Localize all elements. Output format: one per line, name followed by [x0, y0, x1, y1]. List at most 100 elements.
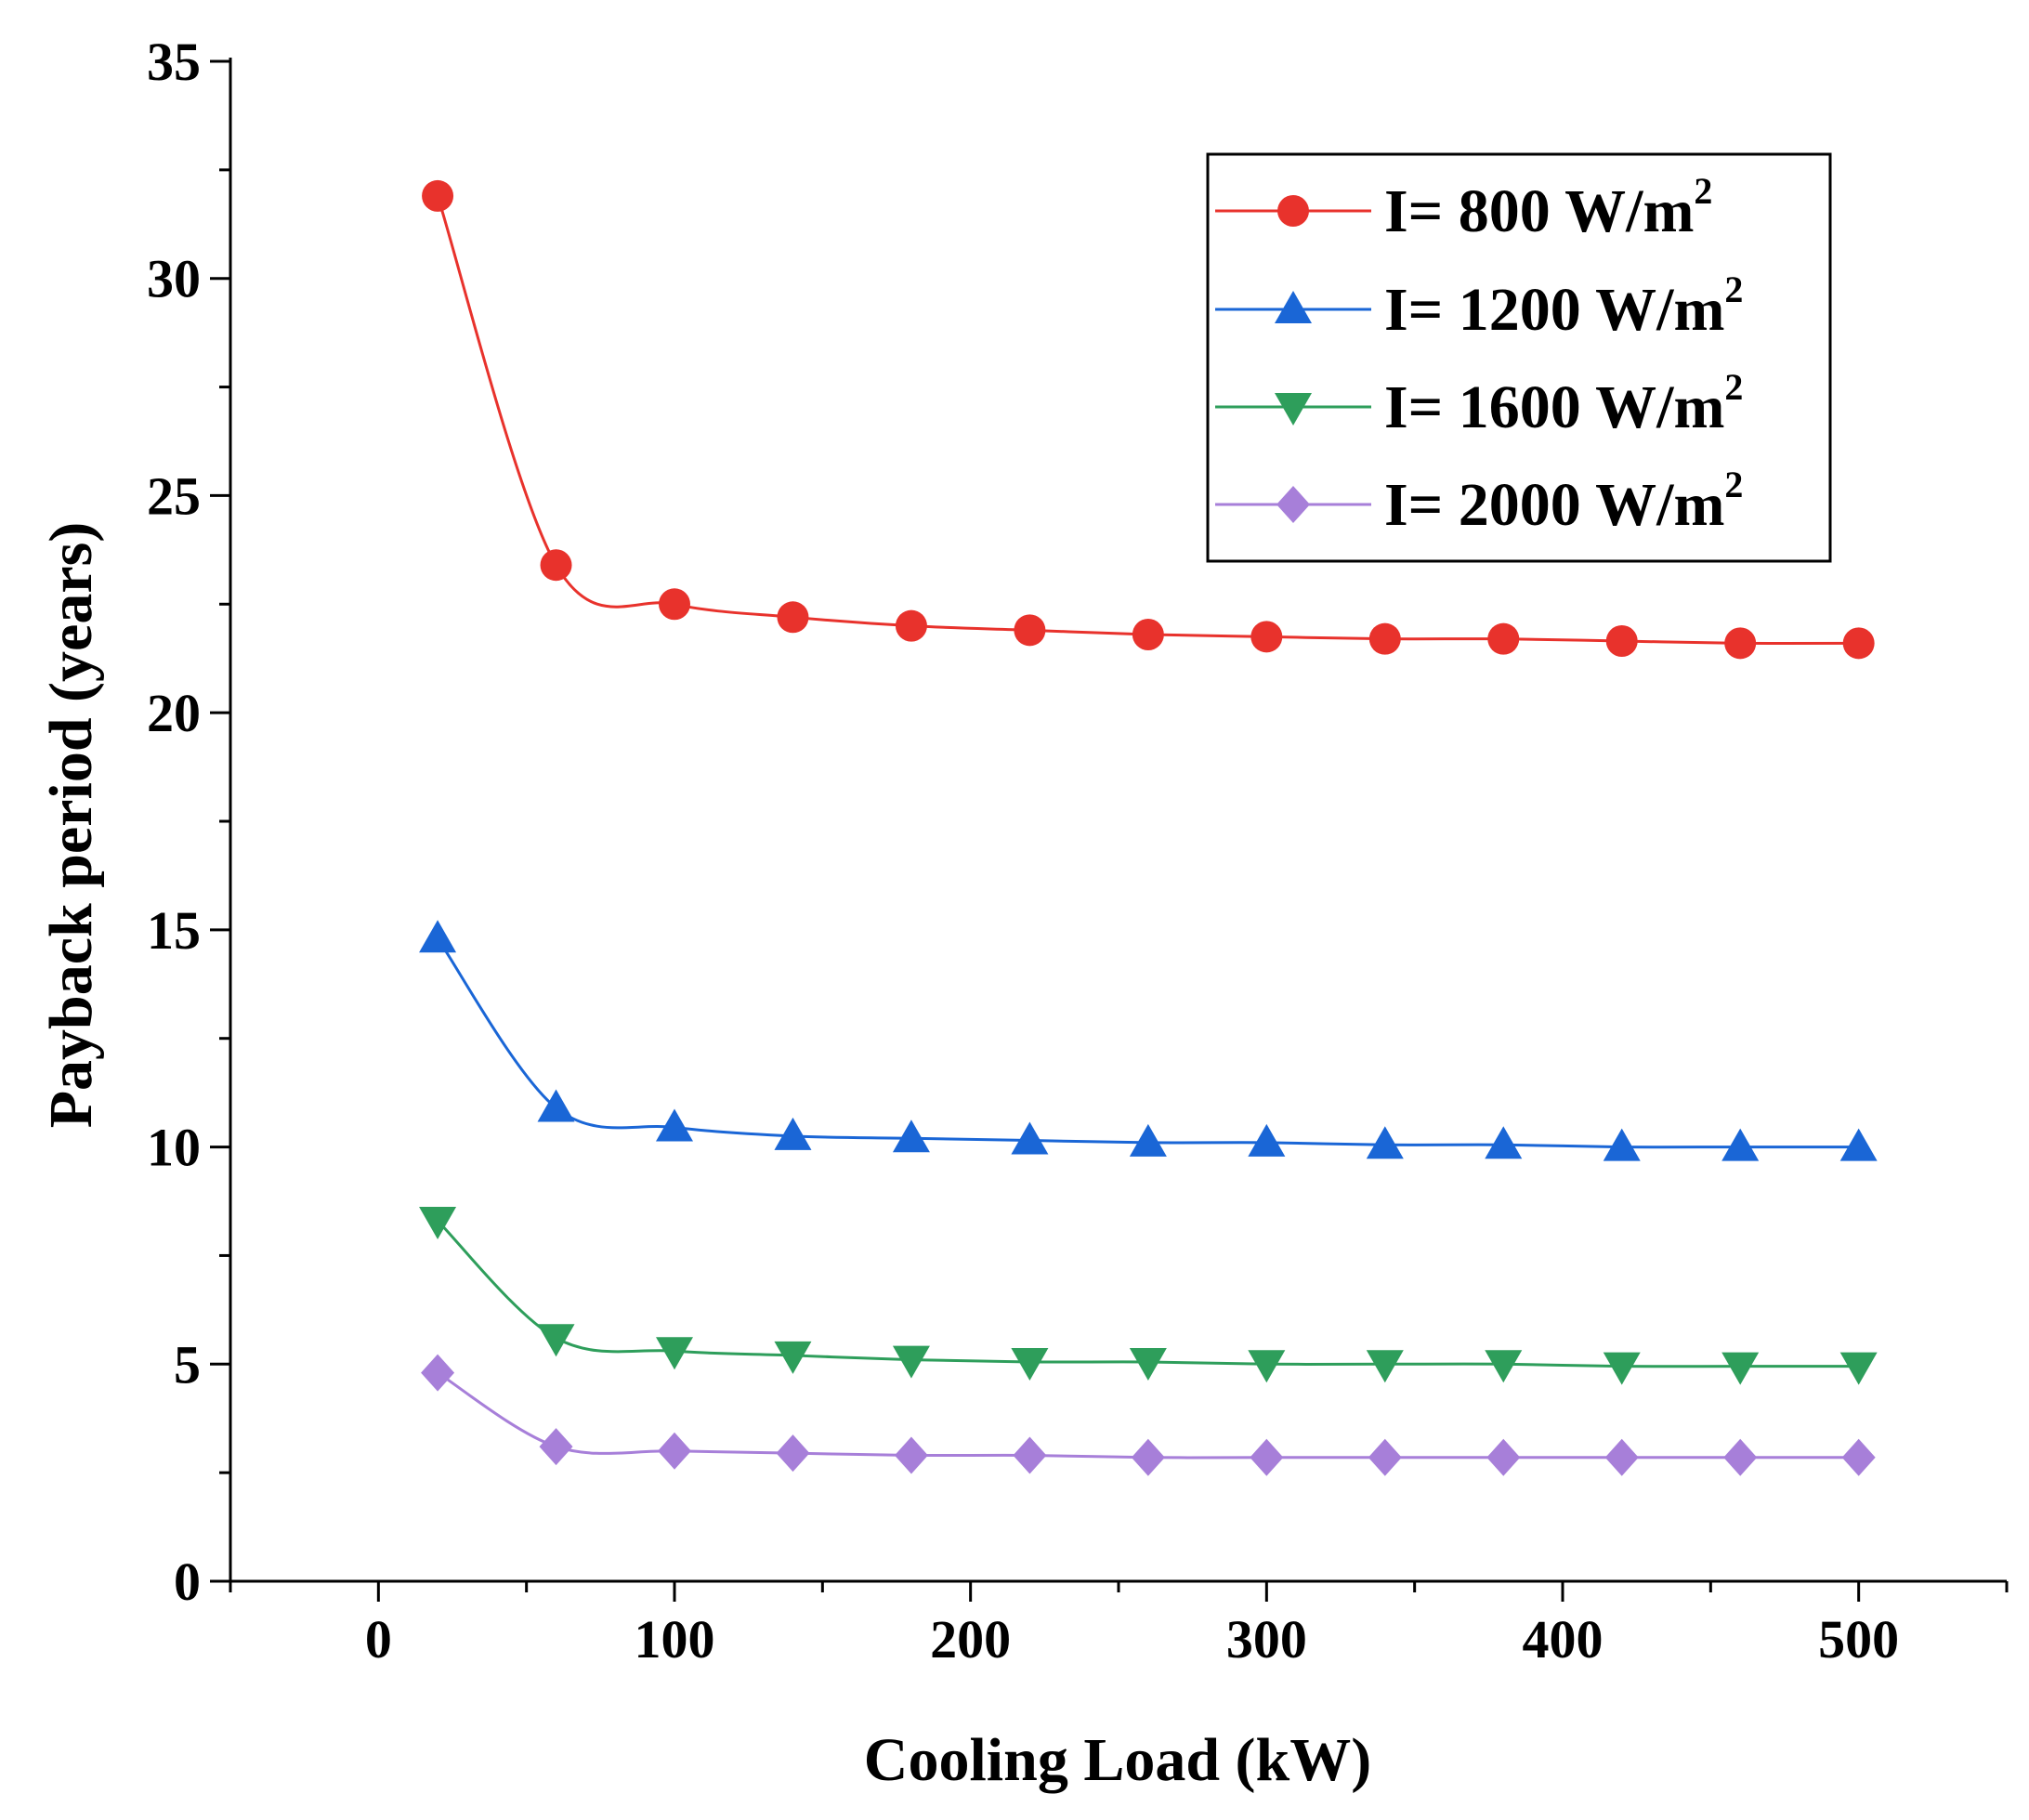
data-point — [1839, 1352, 1878, 1385]
x-tick-label: 100 — [635, 1609, 715, 1669]
data-point — [1129, 1347, 1167, 1381]
series-1 — [422, 179, 1875, 660]
series-line — [436, 937, 1859, 1149]
data-point — [1248, 1350, 1286, 1383]
data-point — [1013, 1436, 1047, 1474]
data-point — [1723, 1438, 1758, 1476]
y-tick-label: 10 — [147, 1118, 201, 1178]
legend-label: I= 2000 W/m2 — [1384, 464, 1743, 539]
data-point — [1129, 1123, 1167, 1157]
x-tick-label: 300 — [1226, 1609, 1307, 1669]
data-point — [1250, 621, 1283, 653]
legend-entry-2: I= 1200 W/m2 — [1215, 268, 1743, 344]
legend-label-text: I= 1200 W/m — [1384, 276, 1724, 344]
x-tick-label: 0 — [365, 1609, 392, 1669]
legend-marker — [1277, 195, 1309, 227]
legend-label-superscript: 2 — [1724, 366, 1743, 408]
legend-entry-3: I= 1600 W/m2 — [1215, 366, 1743, 441]
data-point — [1132, 619, 1164, 651]
data-point — [1368, 622, 1401, 655]
data-point — [1131, 1438, 1165, 1476]
data-point — [1011, 1121, 1049, 1155]
data-point — [895, 609, 927, 642]
data-point — [1839, 1128, 1878, 1161]
legend-entry-1: I= 800 W/m2 — [1215, 170, 1712, 245]
data-point — [777, 601, 809, 634]
data-point — [658, 1432, 691, 1470]
y-tick-label: 15 — [147, 900, 201, 961]
legend-label-superscript: 2 — [1694, 170, 1712, 212]
legend-box — [1206, 152, 1832, 563]
series-layer — [419, 179, 1878, 1476]
data-point — [659, 588, 690, 621]
y-tick-label: 0 — [174, 1552, 201, 1612]
y-tick-label: 5 — [174, 1334, 201, 1394]
x-ticks: 0 100 200 300 400 500 — [229, 1581, 2009, 1669]
data-point — [422, 179, 454, 212]
series-4 — [421, 1354, 1876, 1476]
data-point — [892, 1119, 930, 1153]
legend-label-superscript: 2 — [1724, 464, 1743, 505]
x-tick-label: 400 — [1523, 1609, 1604, 1669]
y-axis-title: Payback period (years) — [37, 522, 105, 1129]
x-axis-title: Cooling Load (kW) — [864, 1726, 1371, 1794]
y-tick-label: 20 — [147, 683, 201, 743]
legend-label-superscript: 2 — [1724, 268, 1743, 310]
data-point — [1485, 1126, 1523, 1159]
data-point — [1603, 1352, 1641, 1385]
y-ticks: 0 5 10 15 20 25 30 35 — [147, 32, 230, 1612]
data-point — [1011, 1347, 1049, 1381]
series-line — [437, 1219, 1859, 1368]
data-point — [892, 1345, 930, 1379]
data-point — [1248, 1123, 1286, 1157]
legend-label: I= 1200 W/m2 — [1384, 268, 1743, 344]
legend-entry-4: I= 2000 W/m2 — [1215, 464, 1743, 539]
data-point — [1368, 1438, 1402, 1476]
data-point — [537, 1089, 575, 1122]
series-3 — [419, 1207, 1878, 1385]
data-point — [1603, 1128, 1641, 1161]
y-tick-label: 35 — [147, 32, 201, 92]
data-point — [776, 1434, 810, 1473]
x-tick-label: 500 — [1818, 1609, 1899, 1669]
data-point — [421, 1354, 455, 1392]
data-point — [1366, 1126, 1404, 1159]
y-tick-label: 30 — [147, 249, 201, 309]
legend-label-text: I= 800 W/m — [1384, 177, 1694, 245]
legend: I= 800 W/m2I= 1200 W/m2I= 1600 W/m2I= 20… — [1206, 152, 1832, 563]
data-point — [1487, 622, 1520, 655]
series-2 — [419, 920, 1878, 1161]
legend-marker — [1275, 393, 1312, 426]
legend-marker — [1276, 486, 1310, 523]
legend-marker — [1275, 291, 1312, 323]
data-point — [1014, 614, 1046, 647]
data-point — [1366, 1350, 1404, 1383]
data-point — [1841, 1438, 1876, 1476]
data-point — [419, 920, 457, 953]
data-point — [1721, 1128, 1760, 1161]
data-point — [1721, 1352, 1760, 1385]
data-point — [540, 549, 572, 582]
legend-label: I= 1600 W/m2 — [1384, 366, 1743, 441]
data-point — [1604, 1438, 1639, 1476]
data-point — [774, 1117, 812, 1150]
data-point — [774, 1341, 812, 1374]
data-point — [419, 1207, 457, 1240]
data-point — [1486, 1438, 1521, 1476]
data-point — [1605, 625, 1638, 658]
data-point — [1842, 627, 1875, 660]
legend-label-text: I= 2000 W/m — [1384, 471, 1724, 539]
data-point — [656, 1108, 693, 1142]
data-point — [539, 1428, 573, 1466]
legend-label-text: I= 1600 W/m — [1384, 373, 1724, 441]
data-point — [1724, 627, 1757, 660]
data-point — [894, 1436, 928, 1474]
data-point — [1250, 1438, 1284, 1476]
y-tick-label: 25 — [147, 465, 201, 526]
data-point — [1485, 1350, 1523, 1383]
data-point — [656, 1337, 693, 1370]
x-tick-label: 200 — [930, 1609, 1011, 1669]
legend-label: I= 800 W/m2 — [1384, 170, 1712, 245]
data-point — [537, 1324, 575, 1357]
